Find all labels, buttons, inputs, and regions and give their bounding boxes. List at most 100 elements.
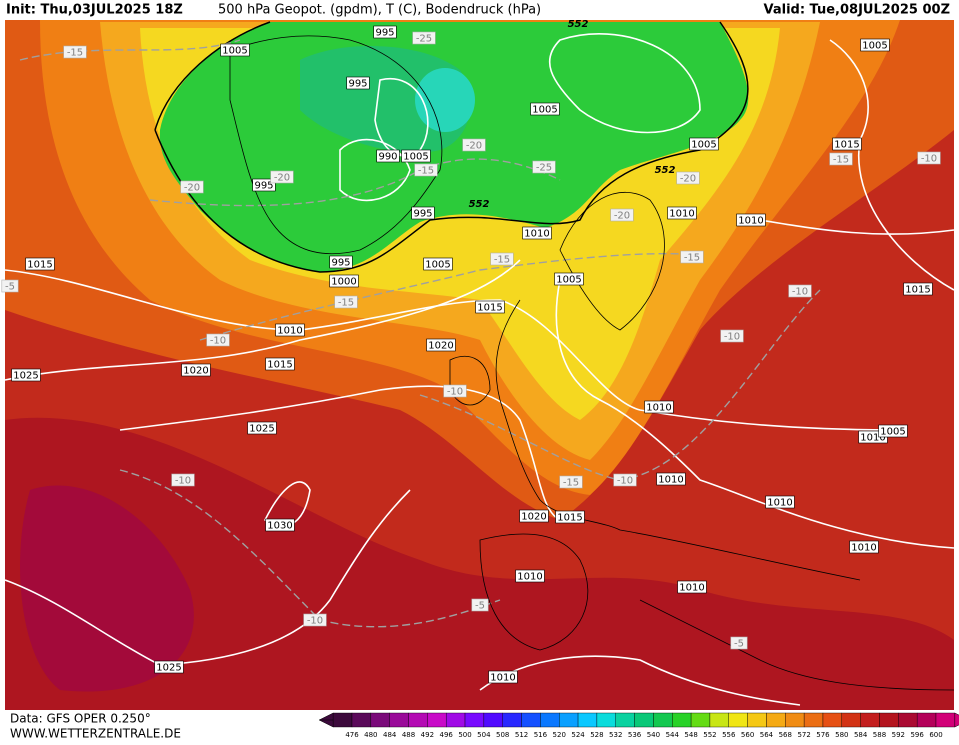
scale-swatch: [445, 712, 466, 728]
isobar-label: 1010: [669, 209, 694, 220]
isobar-label-box: [376, 149, 400, 163]
isobar-label: 1025: [13, 371, 38, 382]
scale-arrow-right: [954, 712, 959, 728]
scale-label: 580: [835, 731, 848, 739]
isobar-label-box: [329, 274, 359, 288]
scale-swatch: [709, 712, 729, 728]
temperature-label-box: [532, 160, 556, 174]
scale-swatch: [577, 712, 598, 728]
temperature-label: -15: [563, 478, 579, 489]
isobar-label: 1000: [331, 277, 356, 288]
scale-label: 600: [929, 731, 942, 739]
scale-swatch: [653, 712, 673, 728]
isobar-label-box: [849, 540, 879, 554]
scale-label: 588: [873, 731, 886, 739]
scale-label: 484: [383, 731, 397, 739]
isobar-label: 1010: [738, 216, 763, 227]
temperature-label: -10: [724, 332, 740, 343]
temperature-label-box: [180, 180, 204, 194]
isobar-label: 1005: [880, 427, 905, 438]
isobar-label: 1005: [403, 152, 428, 163]
temperature-label-box: [412, 31, 436, 45]
scale-label: 556: [722, 731, 736, 739]
scale-label: 584: [854, 731, 868, 739]
isobar-label-box: [265, 357, 295, 371]
temperature-label-box: [610, 208, 634, 222]
scale-label: 476: [345, 731, 359, 739]
temperature-label: -5: [475, 601, 485, 612]
scale-label: 524: [571, 731, 585, 739]
isobar-label: 1030: [267, 521, 292, 532]
isobar-label: 1010: [646, 403, 671, 414]
isobar-label-box: [522, 226, 552, 240]
temperature-label-box: [829, 152, 853, 166]
isobar-label-box: [426, 338, 456, 352]
temperature-label-box: [462, 138, 486, 152]
temperature-label-box: [206, 333, 230, 347]
isobar-label-box: [677, 580, 707, 594]
temperature-label: -20: [184, 183, 200, 194]
isobar-label-box: [644, 400, 674, 414]
temperature-label: -15: [833, 155, 849, 166]
temperature-label: -5: [5, 282, 15, 293]
scale-label: 544: [666, 731, 680, 739]
contour-label: 552: [568, 19, 589, 30]
isobar-label: 1015: [27, 260, 52, 271]
isobar-label: 1010: [860, 433, 885, 444]
contour-label: 552: [655, 165, 676, 176]
isobar-label-box: [275, 323, 305, 337]
scale-swatch: [898, 712, 918, 728]
isobar-label-box: [765, 495, 795, 509]
isobar-label-box: [832, 137, 862, 151]
scale-swatch: [596, 712, 616, 728]
isobar-label: 990: [378, 152, 397, 163]
scale-swatch: [332, 712, 353, 728]
temperature-label: -10: [210, 336, 226, 347]
isobar-label: 1010: [679, 583, 704, 594]
isobar-label-box: [373, 25, 397, 39]
isobar-label: 1010: [277, 326, 302, 337]
temperature-label: -25: [536, 163, 552, 174]
scale-swatch: [408, 712, 428, 728]
isobar-label-box: [656, 472, 686, 486]
isobar-label: 1005: [862, 41, 887, 52]
isobar-label: 1005: [556, 275, 581, 286]
isobar-label: 1005: [425, 260, 450, 271]
scale-label: 576: [816, 731, 830, 739]
field-cyan: [415, 68, 475, 132]
isobar-label-box: [401, 149, 431, 163]
isobar-label: 1020: [521, 512, 546, 523]
scale-swatch: [860, 712, 880, 728]
scale-label: 596: [910, 731, 924, 739]
scale-swatch: [822, 712, 843, 728]
scale-swatch: [521, 712, 541, 728]
scale-label: 592: [892, 731, 905, 739]
isobar-label-box: [25, 257, 55, 271]
scale-label: 564: [760, 731, 774, 739]
temperature-label: -15: [684, 253, 700, 264]
scale-label: 512: [515, 731, 528, 739]
scale-label: 552: [703, 731, 716, 739]
temperature-label: -15: [67, 48, 83, 59]
isobar-label-box: [555, 510, 585, 524]
field-magenta: [20, 485, 194, 692]
scale-label: 568: [779, 731, 792, 739]
scale-label: 516: [534, 731, 548, 739]
scale-label: 508: [496, 731, 509, 739]
isobar-label-box: [736, 213, 766, 227]
temperature-label: -20: [680, 174, 696, 185]
isobar-label-box: [154, 660, 184, 674]
scale-label: 492: [421, 731, 434, 739]
scale-swatch: [879, 712, 899, 728]
scale-swatch: [841, 712, 861, 728]
scale-swatch: [785, 712, 805, 728]
scale-swatch: [634, 712, 654, 728]
isobar-label: 1020: [428, 341, 453, 352]
temperature-label: -5: [734, 639, 744, 650]
temperature-label-box: [917, 151, 941, 165]
scale-label: 572: [797, 731, 810, 739]
header-bar: [0, 0, 959, 20]
temperature-label: -10: [175, 476, 191, 487]
isobar-label-box: [475, 300, 505, 314]
temperature-label-box: [414, 163, 438, 177]
